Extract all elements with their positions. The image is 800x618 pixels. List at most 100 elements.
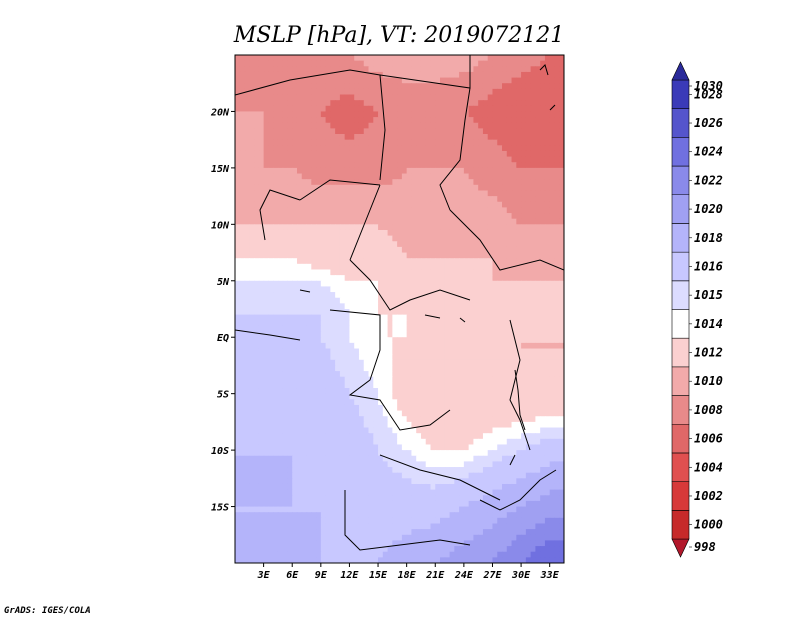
field-cell xyxy=(401,320,408,327)
field-cell xyxy=(525,297,532,304)
field-cell xyxy=(235,77,241,84)
field-cell xyxy=(540,167,546,175)
field-cell xyxy=(378,280,384,288)
field-cell xyxy=(282,184,289,192)
field-cell xyxy=(440,399,446,406)
field-cell xyxy=(316,60,322,67)
field-cell xyxy=(492,399,498,406)
field-cell xyxy=(263,167,269,175)
field-cell xyxy=(401,331,408,338)
field-cell xyxy=(425,280,432,288)
field-cell xyxy=(521,404,527,412)
field-cell xyxy=(392,66,398,73)
field-cell xyxy=(444,376,451,383)
field-cell xyxy=(354,83,360,90)
field-cell xyxy=(363,275,370,282)
field-cell xyxy=(292,213,298,220)
field-cell xyxy=(311,309,317,316)
field-cell xyxy=(435,122,441,129)
field-cell xyxy=(468,156,475,163)
field-cell xyxy=(497,213,503,220)
field-cell xyxy=(463,190,470,197)
field-cell xyxy=(335,83,341,90)
field-cell xyxy=(440,359,446,367)
field-cell xyxy=(468,66,475,73)
field-cell xyxy=(325,111,331,118)
field-cell xyxy=(463,88,470,96)
field-cell xyxy=(268,117,274,124)
field-cell xyxy=(435,128,441,135)
field-cell xyxy=(320,461,327,468)
field-cell xyxy=(339,258,346,265)
field-cell xyxy=(554,269,560,276)
field-cell xyxy=(273,461,279,468)
field-cell xyxy=(397,111,403,118)
field-cell xyxy=(454,263,460,271)
field-cell xyxy=(363,416,370,423)
field-cell xyxy=(363,207,370,214)
field-cell xyxy=(382,71,389,79)
field-cell xyxy=(320,184,327,192)
field-cell xyxy=(521,201,527,208)
field-cell xyxy=(316,83,322,90)
field-cell xyxy=(316,100,322,107)
field-cell xyxy=(425,399,432,406)
field-cell xyxy=(311,229,317,237)
field-cell xyxy=(516,60,522,67)
field-cell xyxy=(473,286,479,293)
field-cell xyxy=(463,286,470,293)
field-cell xyxy=(325,224,331,231)
field-cell xyxy=(378,252,384,259)
field-cell xyxy=(358,55,365,62)
field-cell xyxy=(363,55,370,62)
field-cell xyxy=(401,184,408,192)
field-cell xyxy=(459,382,465,389)
field-cell xyxy=(320,416,327,423)
field-cell xyxy=(258,196,265,203)
field-cell xyxy=(435,252,441,259)
field-cell xyxy=(554,280,560,288)
field-cell xyxy=(521,224,527,231)
field-cell xyxy=(401,252,408,259)
field-cell xyxy=(397,100,403,107)
field-cell xyxy=(249,286,255,293)
field-cell xyxy=(306,60,312,67)
field-cell xyxy=(425,229,432,237)
field-cell xyxy=(497,263,503,271)
field-cell xyxy=(249,83,255,90)
field-cell xyxy=(335,421,341,429)
field-cell xyxy=(301,213,308,220)
field-cell xyxy=(521,150,527,158)
field-cell xyxy=(254,359,260,367)
field-cell xyxy=(339,207,346,214)
field-cell xyxy=(311,410,317,417)
field-cell xyxy=(406,450,413,457)
field-cell xyxy=(397,150,403,158)
field-cell xyxy=(468,173,475,180)
field-cell xyxy=(330,258,336,265)
field-cell xyxy=(401,150,408,158)
field-cell xyxy=(497,337,503,344)
field-cell xyxy=(244,325,250,333)
field-cell xyxy=(235,55,241,62)
field-cell xyxy=(239,71,246,79)
field-cell xyxy=(502,337,508,344)
field-cell xyxy=(277,421,284,429)
field-cell xyxy=(468,444,475,451)
field-cell xyxy=(535,297,541,304)
field-cell xyxy=(449,455,455,462)
field-cell xyxy=(287,117,293,124)
field-cell xyxy=(492,122,498,129)
field-cell xyxy=(349,337,355,344)
field-cell xyxy=(358,77,365,84)
field-cell xyxy=(239,354,246,361)
field-cell xyxy=(349,433,355,440)
field-cell xyxy=(363,376,370,383)
field-cell xyxy=(425,263,432,271)
field-cell xyxy=(363,190,370,197)
field-cell xyxy=(244,388,250,395)
field-cell xyxy=(492,196,498,203)
field-cell xyxy=(339,173,346,180)
field-cell xyxy=(430,134,436,141)
field-cell xyxy=(516,297,522,304)
